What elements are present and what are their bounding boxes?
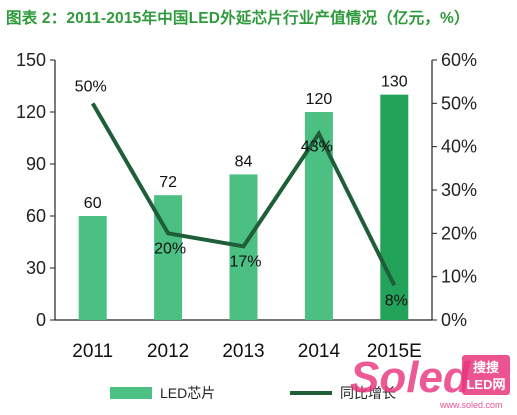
bar-value-label: 72 — [159, 174, 177, 191]
y-left-tick-label: 90 — [26, 154, 46, 174]
x-tick-label: 2013 — [222, 341, 264, 362]
y-right-tick-label: 10% — [441, 267, 477, 287]
bar — [78, 216, 107, 320]
x-ticks: 2011 2012 2013 2014 2015E — [72, 341, 422, 362]
watermark-box — [462, 355, 510, 395]
y-left-tick-label: 150 — [16, 50, 46, 70]
bar-value-label: 84 — [235, 153, 253, 170]
bar — [380, 94, 409, 321]
y-right-tick-label: 50% — [441, 93, 477, 113]
legend: LED芯片 同比增长 — [110, 385, 396, 401]
y-right-tick-label: 0% — [441, 310, 467, 330]
growth-line — [90, 102, 397, 287]
y-right-tick-label: 30% — [441, 180, 477, 200]
growth-value-label: 50% — [75, 78, 107, 95]
watermark-url: www.soled.com — [439, 400, 503, 410]
growth-value-label: 43% — [301, 139, 333, 156]
x-tick-label: 2015E — [367, 341, 422, 362]
y-left-tick-label: 120 — [16, 102, 46, 122]
bar-value-label: 120 — [306, 91, 333, 108]
x-tick-label: 2011 — [72, 341, 113, 362]
chart-title: 图表 2：2011-2015年中国LED外延芯片行业产值情况（亿元，%） — [6, 10, 470, 27]
y-right-tick-label: 60% — [441, 50, 477, 70]
growth-value-label: 20% — [154, 240, 186, 257]
bars — [78, 94, 409, 321]
axes: 0 30 60 90 120 150 0% 10% 20% 30% 40% 50% 60% — [16, 50, 477, 330]
watermark-logo-text: Soled — [350, 353, 471, 402]
watermark-box-top: 搜搜 — [473, 360, 500, 375]
legend-label-bar: LED芯片 — [160, 385, 215, 401]
y-right-tick-label: 20% — [441, 223, 477, 243]
bar-labels: 60 72 84 120 130 — [84, 74, 408, 212]
watermark: Soled 搜搜 LED网 www.soled.com — [350, 353, 510, 410]
y-right-tick-label: 40% — [441, 137, 477, 157]
y-left-tick-label: 0 — [36, 310, 46, 330]
legend-swatch-bar — [110, 387, 152, 399]
watermark-box-bottom: LED网 — [466, 377, 505, 392]
bar-value-label: 130 — [381, 74, 408, 91]
y-left-tick-label: 30 — [26, 258, 46, 278]
legend-label-line: 同比增长 — [340, 385, 396, 401]
growth-value-label: 8% — [385, 292, 408, 309]
growth-labels: 50% 20% 17% 43% 8% — [75, 78, 408, 309]
x-tick-label: 2014 — [298, 341, 341, 362]
y-left-tick-label: 60 — [26, 206, 46, 226]
x-tick-label: 2012 — [147, 341, 189, 362]
bar-value-label: 60 — [84, 195, 102, 212]
growth-value-label: 17% — [229, 253, 261, 270]
